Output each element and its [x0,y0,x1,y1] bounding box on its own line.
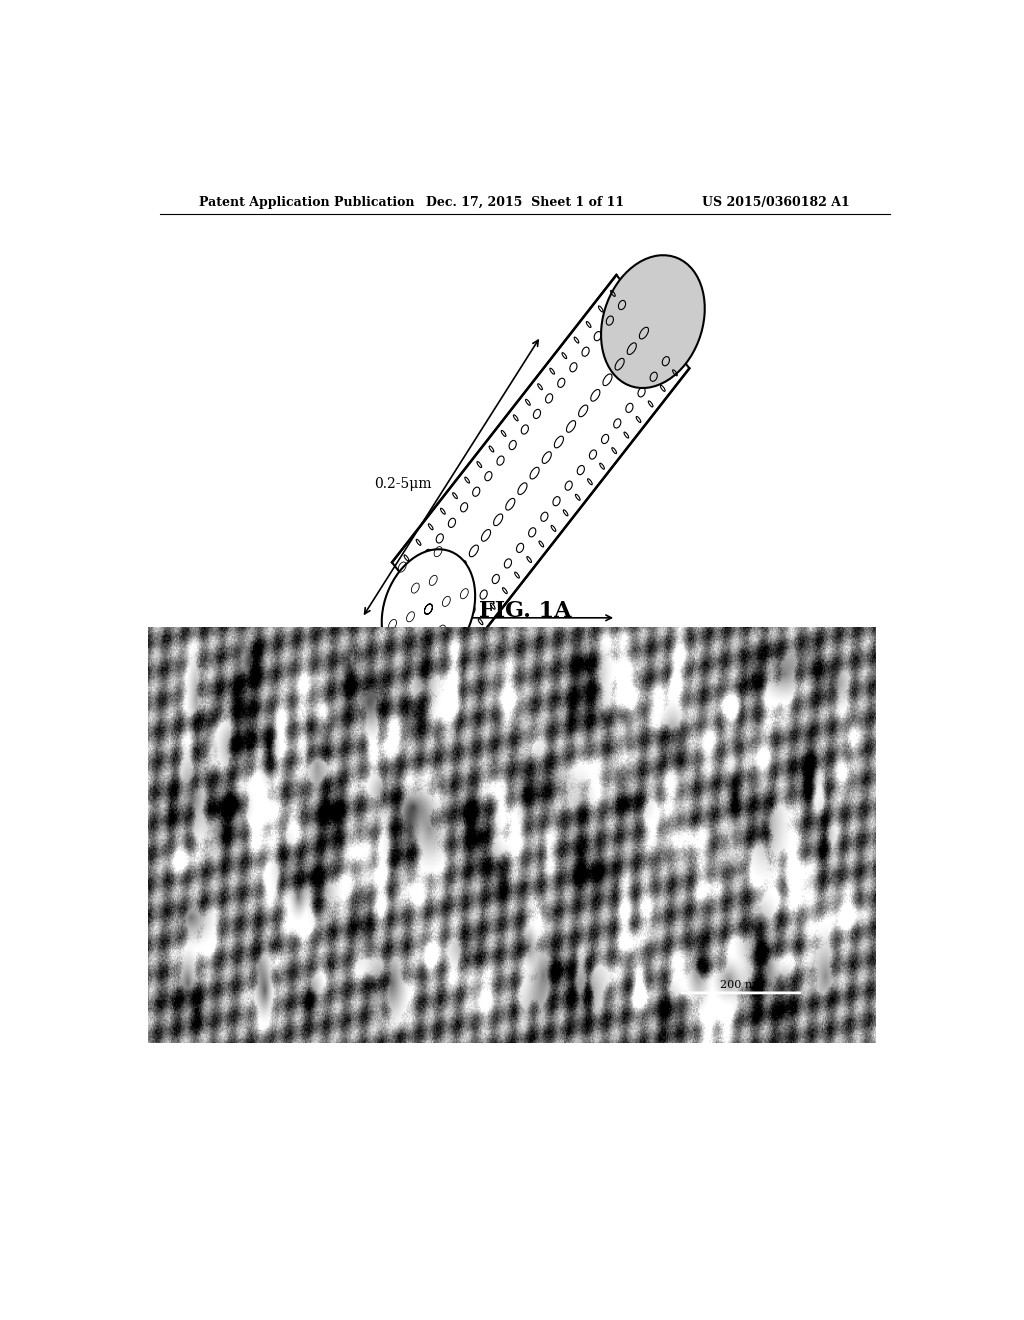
Ellipse shape [601,255,705,388]
Text: FIG. 1B: FIG. 1B [478,997,571,1018]
Text: 200 nm: 200 nm [720,979,763,990]
Text: Dec. 17, 2015  Sheet 1 of 11: Dec. 17, 2015 Sheet 1 of 11 [426,195,624,209]
Text: FIG. 1A: FIG. 1A [478,599,571,622]
Text: Patent Application Publication: Patent Application Publication [200,195,415,209]
Text: 1-2 nm: 1-2 nm [493,630,542,644]
Polygon shape [392,275,689,656]
Ellipse shape [382,549,475,669]
Text: US 2015/0360182 A1: US 2015/0360182 A1 [702,195,850,209]
Text: 0.2-5μm: 0.2-5μm [374,477,431,491]
